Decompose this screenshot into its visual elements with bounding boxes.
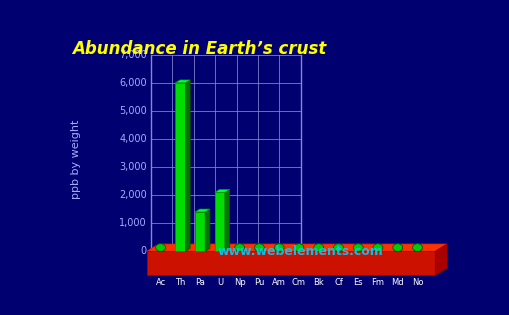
Ellipse shape <box>274 244 284 251</box>
Text: Fm: Fm <box>371 278 384 287</box>
Text: Cm: Cm <box>291 278 305 287</box>
Text: 2,000: 2,000 <box>119 190 147 200</box>
Text: 4,000: 4,000 <box>119 134 147 144</box>
Text: Es: Es <box>353 278 362 287</box>
Text: 3,000: 3,000 <box>119 162 147 172</box>
Text: U: U <box>216 278 222 287</box>
Text: Cf: Cf <box>333 278 342 287</box>
Polygon shape <box>147 251 435 276</box>
Polygon shape <box>147 244 446 251</box>
Text: www.webelements.com: www.webelements.com <box>217 245 383 258</box>
Ellipse shape <box>155 244 165 251</box>
Polygon shape <box>185 80 190 251</box>
Text: Md: Md <box>390 278 403 287</box>
Text: 0: 0 <box>140 246 147 256</box>
Text: Abundance in Earth’s crust: Abundance in Earth’s crust <box>71 40 325 58</box>
Text: Ac: Ac <box>155 278 165 287</box>
Polygon shape <box>175 83 185 251</box>
Polygon shape <box>214 192 224 251</box>
Text: 5,000: 5,000 <box>119 106 147 116</box>
Text: Am: Am <box>272 278 286 287</box>
Text: 7,000: 7,000 <box>119 50 147 60</box>
Text: Np: Np <box>233 278 245 287</box>
Ellipse shape <box>392 244 402 251</box>
Polygon shape <box>175 80 190 83</box>
Polygon shape <box>224 189 229 251</box>
Text: Bk: Bk <box>313 278 323 287</box>
Text: Pu: Pu <box>253 278 264 287</box>
Ellipse shape <box>333 244 343 251</box>
Text: 6,000: 6,000 <box>119 78 147 88</box>
Polygon shape <box>194 209 210 212</box>
Ellipse shape <box>412 244 421 251</box>
Ellipse shape <box>254 244 264 251</box>
Ellipse shape <box>372 244 382 251</box>
Text: ppb by weight: ppb by weight <box>70 119 80 199</box>
Polygon shape <box>194 212 205 251</box>
Text: Pa: Pa <box>195 278 205 287</box>
Ellipse shape <box>353 244 362 251</box>
Polygon shape <box>214 189 229 192</box>
Text: Th: Th <box>175 278 185 287</box>
Ellipse shape <box>293 244 303 251</box>
Polygon shape <box>435 244 446 276</box>
Polygon shape <box>205 209 210 251</box>
Text: No: No <box>411 278 422 287</box>
Ellipse shape <box>313 244 323 251</box>
Ellipse shape <box>234 244 244 251</box>
Text: 1,000: 1,000 <box>119 218 147 228</box>
